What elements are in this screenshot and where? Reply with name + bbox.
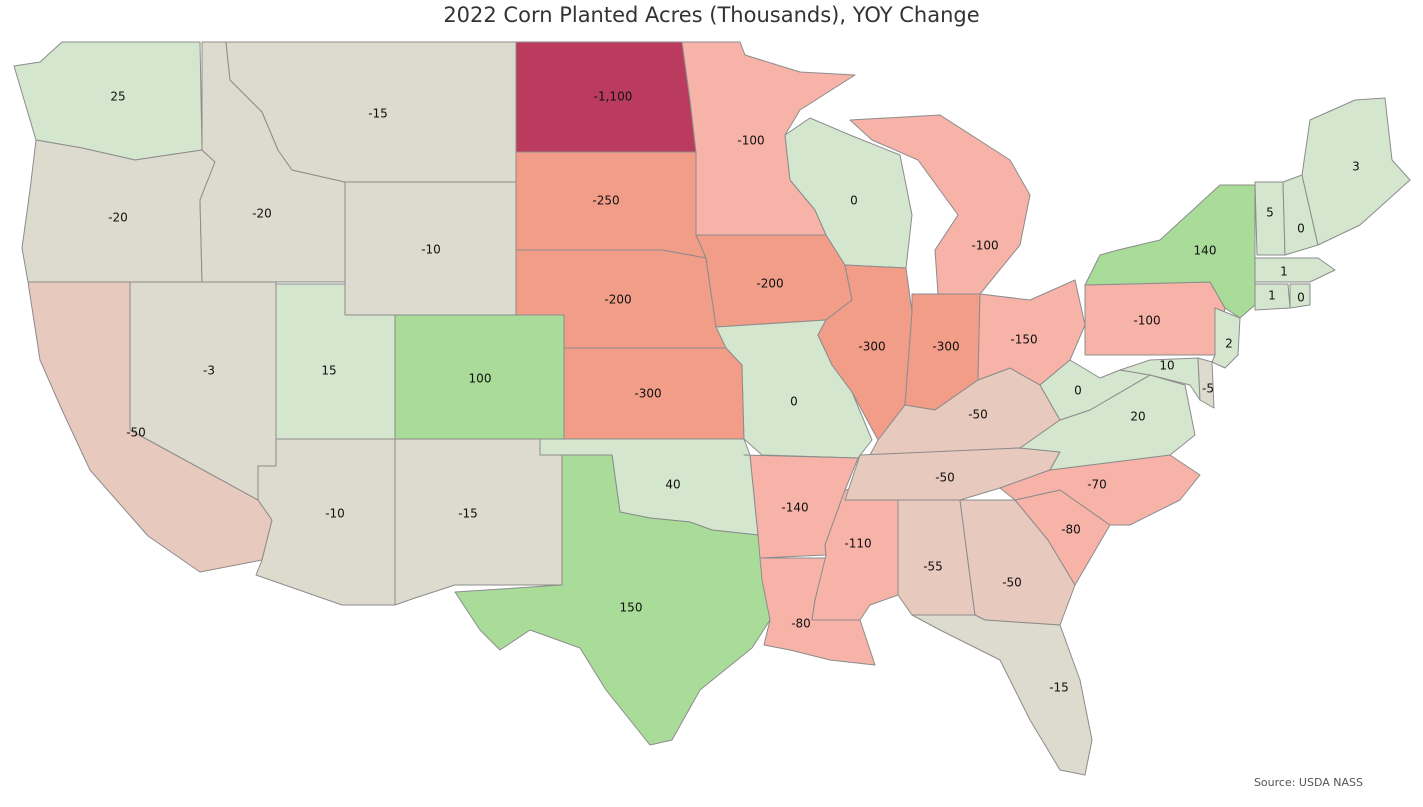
state-value-label-ar: -140 [781,501,808,515]
state-value-label-nj: 2 [1225,337,1233,351]
state-value-label-mn: -100 [737,134,764,148]
state-value-label-ga: -50 [1002,576,1022,590]
state-value-label-md: 10 [1159,359,1174,373]
state-value-label-mo: 0 [790,395,798,409]
state-value-label-ks: -300 [634,387,661,401]
state-value-label-ri: 0 [1297,291,1305,305]
state-value-label-nv: -3 [203,364,215,378]
state-value-label-az: -10 [325,507,345,521]
state-value-label-wv: 0 [1074,384,1082,398]
state-me[interactable] [1301,97,1411,246]
map-title: 2022 Corn Planted Acres (Thousands), YOY… [443,3,980,27]
state-value-label-il: -300 [858,340,885,354]
state-value-label-sc: -80 [1061,523,1081,537]
state-value-label-oh: -150 [1010,333,1037,347]
state-fl[interactable] [911,614,1093,776]
state-value-label-ny: 140 [1194,244,1217,258]
state-value-label-ma: 1 [1280,265,1288,279]
state-ma[interactable] [1254,257,1336,283]
state-value-label-in: -300 [932,340,959,354]
state-nm[interactable] [394,438,563,606]
state-value-label-or: -20 [108,211,128,225]
state-value-label-nm: -15 [458,507,478,521]
state-value-label-wi: 0 [850,194,858,208]
state-value-label-tn: -50 [935,471,955,485]
state-value-label-nh: 0 [1297,222,1305,236]
state-value-label-de: -5 [1202,382,1214,396]
state-value-label-ca: -50 [126,426,146,440]
state-value-label-nd: -1,100 [594,90,633,104]
state-value-label-ok: 40 [665,478,680,492]
state-value-label-mt: -15 [368,107,388,121]
state-value-label-co: 100 [469,372,492,386]
state-value-label-ne: -200 [604,293,631,307]
state-value-label-nc: -70 [1087,478,1107,492]
state-value-label-ct: 1 [1268,289,1276,303]
state-value-label-id: -20 [252,207,272,221]
state-value-label-al: -55 [923,560,943,574]
state-nj[interactable] [1211,307,1241,369]
source-note: Source: USDA NASS [1253,776,1363,789]
state-il[interactable] [817,264,913,441]
state-value-label-wy: -10 [421,243,441,257]
state-value-label-mi: -100 [971,239,998,253]
state-de[interactable] [1197,357,1215,409]
state-value-label-pa: -100 [1133,314,1160,328]
state-value-label-ut: 15 [321,364,336,378]
state-az[interactable] [255,438,396,606]
state-value-label-ms: -110 [844,537,871,551]
state-value-label-ky: -50 [968,408,988,422]
state-value-label-wa: 25 [110,90,125,104]
state-value-label-fl: -15 [1049,681,1069,695]
state-value-label-la: -80 [791,617,811,631]
state-value-label-ia: -200 [756,277,783,291]
state-value-label-va: 20 [1130,410,1145,424]
state-value-label-tx: 150 [620,601,643,615]
state-value-label-me: 3 [1352,160,1360,174]
state-value-label-vt: 5 [1266,206,1274,220]
state-tx[interactable] [454,454,771,746]
state-value-label-sd: -250 [592,194,619,208]
state-ri[interactable] [1289,283,1311,309]
